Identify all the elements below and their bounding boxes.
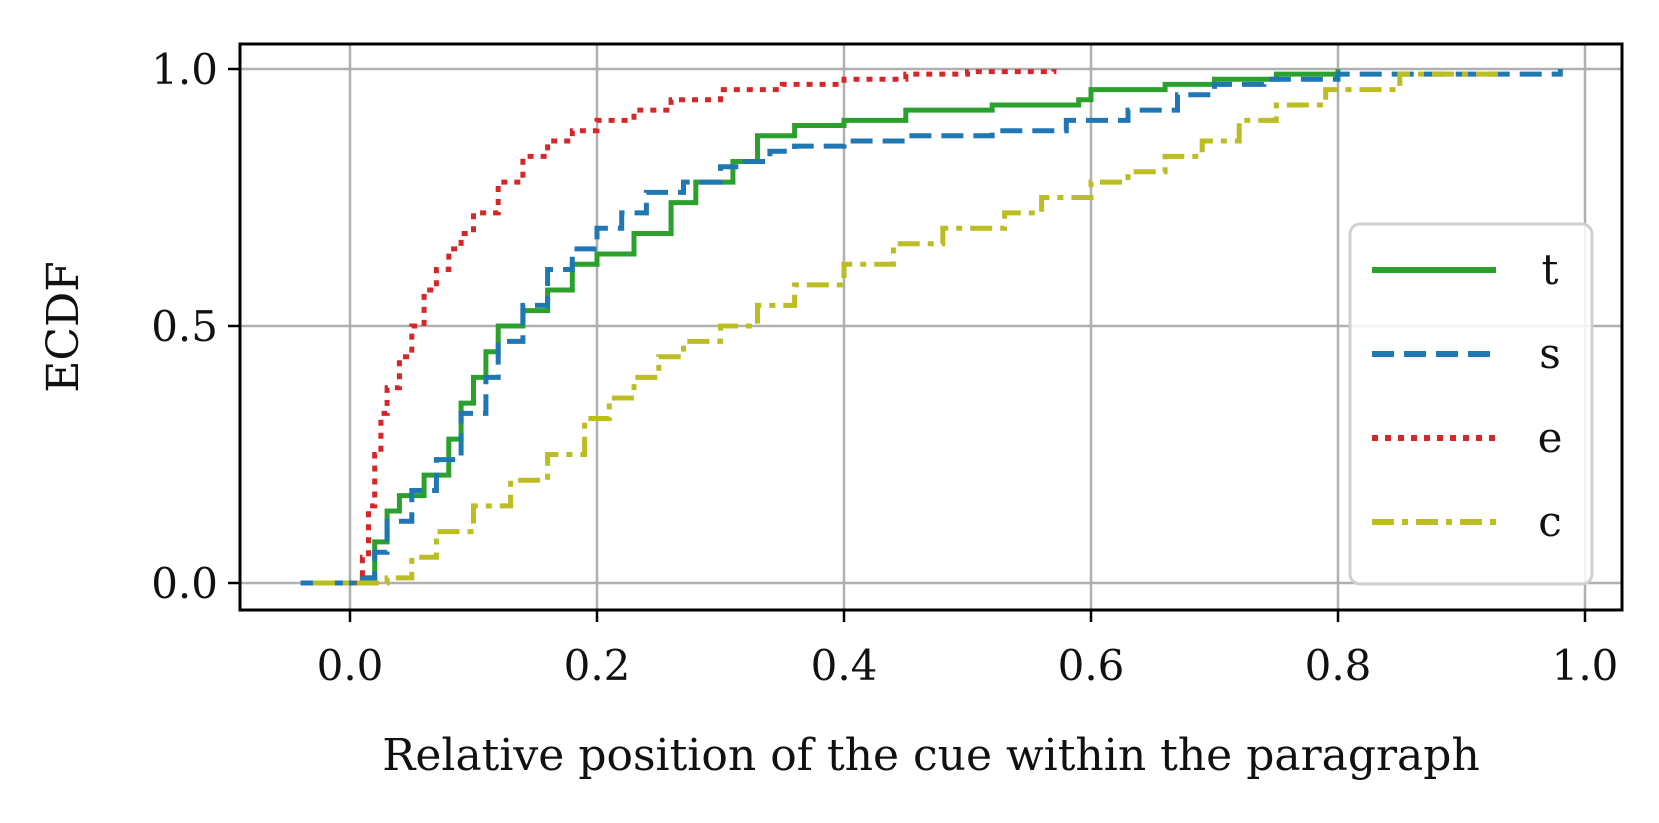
legend-label-t: t (1542, 245, 1559, 294)
x-tick-label: 0.0 (317, 641, 384, 690)
y-tick-label: 0.5 (151, 302, 218, 351)
y-tick-label: 0.0 (151, 559, 218, 608)
series-line-s (300, 69, 1563, 586)
x-tick-label: 0.2 (564, 641, 631, 690)
x-tick-label: 0.8 (1305, 641, 1372, 690)
legend-label-s: s (1539, 329, 1561, 378)
legend-box (1348, 222, 1594, 586)
x-axis-label: Relative position of the cue within the … (382, 730, 1480, 781)
x-tick-label: 0.4 (811, 641, 878, 690)
legend-label-e: e (1538, 413, 1563, 462)
series-line-t (312, 69, 1341, 586)
y-tick-label: 1.0 (151, 45, 218, 94)
x-tick-label: 1.0 (1552, 641, 1619, 690)
x-tick-label: 0.6 (1058, 641, 1125, 690)
series-line-e (356, 69, 1057, 586)
axis-ticks: 0.0 0.2 0.4 0.6 0.8 1.0 0.0 0.5 1.0 (151, 45, 1618, 690)
legend-label-c: c (1538, 497, 1562, 546)
y-axis-label: ECDF (38, 261, 89, 393)
series-lines (300, 69, 1563, 586)
series-line-c (312, 69, 1501, 586)
